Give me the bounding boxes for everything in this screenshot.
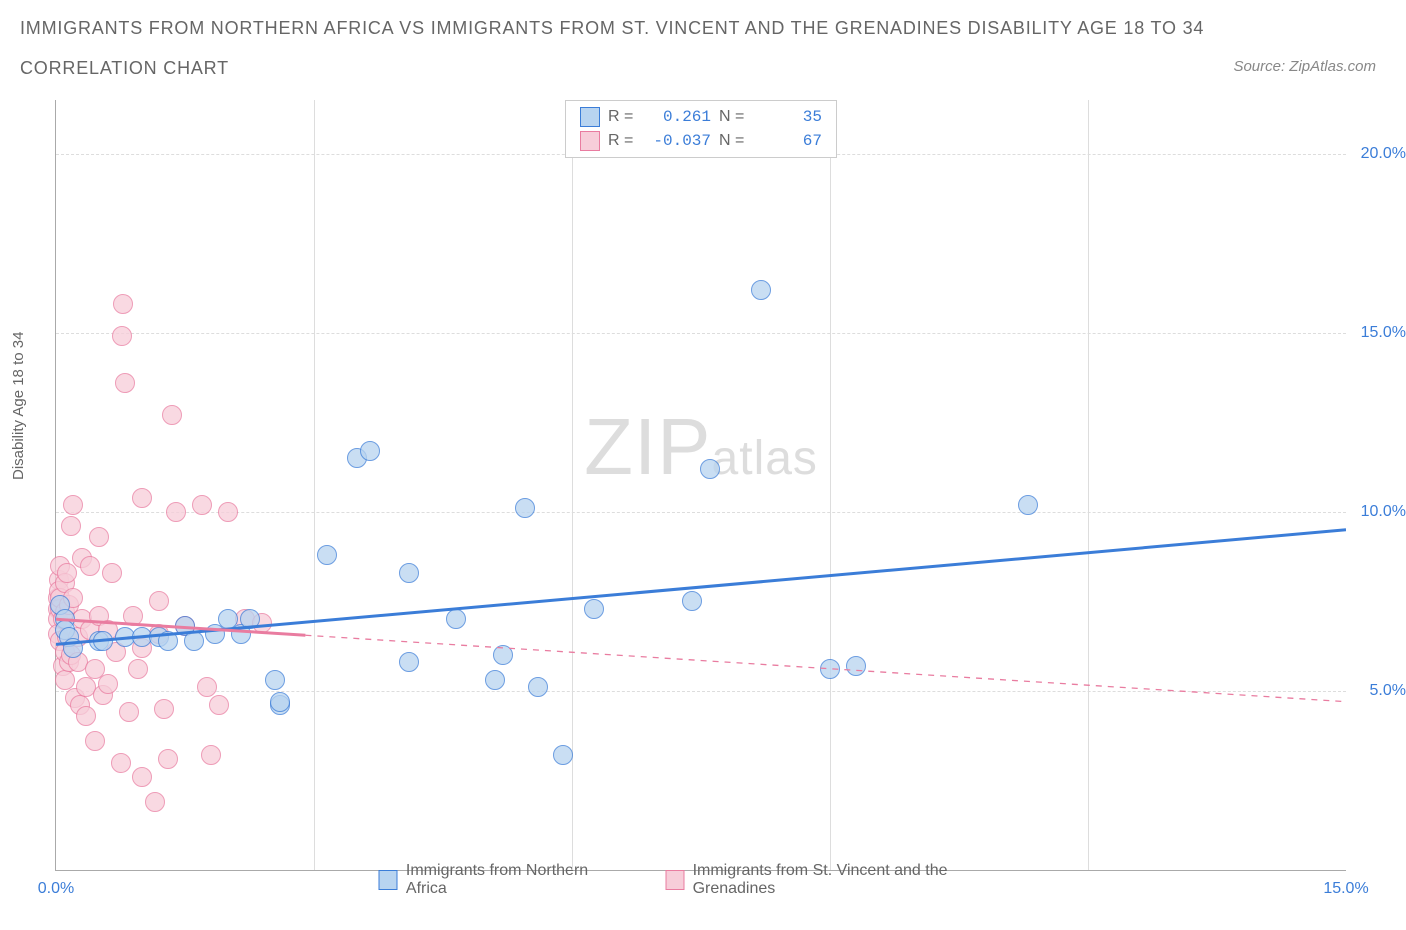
chart-subtitle: CORRELATION CHART [20,58,229,79]
source-label: Source: ZipAtlas.com [1233,58,1376,75]
data-point [197,677,217,697]
data-point [820,659,840,679]
n-label: N = [719,132,754,150]
data-point [113,294,133,314]
n-value: 35 [762,108,822,126]
legend-item-b: Immigrants from St. Vincent and the Gren… [665,862,1023,898]
plot-area: ZIPatlas R = 0.261 N = 35 R = -0.037 N =… [55,100,1346,871]
data-point [192,495,212,515]
legend-row-series-b: R = -0.037 N = 67 [580,129,822,153]
data-point [218,502,238,522]
data-point [63,495,83,515]
data-point [93,631,113,651]
data-point [85,731,105,751]
data-point [201,745,221,765]
data-point [162,405,182,425]
gridline-h [56,333,1346,334]
data-point [846,656,866,676]
data-point [751,280,771,300]
data-point [115,373,135,393]
y-axis-label: Disability Age 18 to 34 [10,332,27,480]
legend-item-a: Immigrants from Northern Africa [379,862,626,898]
data-point [132,488,152,508]
n-value: 67 [762,132,822,150]
data-point [112,326,132,346]
r-label: R = [608,132,643,150]
gridline-v [314,100,315,870]
data-point [700,459,720,479]
data-point [145,792,165,812]
data-point [553,745,573,765]
data-point [128,659,148,679]
data-point [528,677,548,697]
gridline-h [56,691,1346,692]
data-point [158,749,178,769]
swatch-icon [580,131,600,151]
series-legend: Immigrants from Northern Africa Immigran… [379,862,1024,898]
data-point [184,631,204,651]
data-point [209,695,229,715]
data-point [132,767,152,787]
data-point [102,563,122,583]
r-value: 0.261 [651,108,711,126]
chart-container: IMMIGRANTS FROM NORTHERN AFRICA VS IMMIG… [0,0,1406,930]
data-point [317,545,337,565]
data-point [270,692,290,712]
data-point [98,674,118,694]
x-tick-label: 0.0% [38,880,74,898]
data-point [158,631,178,651]
swatch-icon [665,870,684,890]
data-point [80,556,100,576]
gridline-v [1088,100,1089,870]
data-point [63,638,83,658]
data-point [265,670,285,690]
legend-row-series-a: R = 0.261 N = 35 [580,105,822,129]
legend-label: Immigrants from Northern Africa [406,862,625,898]
swatch-icon [580,107,600,127]
watermark: ZIPatlas [584,401,818,493]
gridline-v [830,100,831,870]
data-point [515,498,535,518]
data-point [119,702,139,722]
y-tick-label: 20.0% [1351,145,1406,163]
gridline-h [56,512,1346,513]
data-point [682,591,702,611]
data-point [154,699,174,719]
y-tick-label: 10.0% [1351,503,1406,521]
chart-title: IMMIGRANTS FROM NORTHERN AFRICA VS IMMIG… [20,18,1204,39]
data-point [89,527,109,547]
x-tick-label: 15.0% [1323,880,1368,898]
data-point [149,591,169,611]
y-tick-label: 15.0% [1351,324,1406,342]
data-point [76,706,96,726]
data-point [446,609,466,629]
data-point [123,606,143,626]
data-point [55,670,75,690]
data-point [493,645,513,665]
legend-label: Immigrants from St. Vincent and the Gren… [693,862,1024,898]
data-point [584,599,604,619]
data-point [111,753,131,773]
swatch-icon [379,870,398,890]
data-point [166,502,186,522]
data-point [240,609,260,629]
data-point [1018,495,1038,515]
data-point [61,516,81,536]
data-point [485,670,505,690]
data-point [399,563,419,583]
data-point [399,652,419,672]
r-value: -0.037 [651,132,711,150]
correlation-legend: R = 0.261 N = 35 R = -0.037 N = 67 [565,100,837,158]
data-point [360,441,380,461]
y-tick-label: 5.0% [1351,682,1406,700]
r-label: R = [608,108,643,126]
n-label: N = [719,108,754,126]
